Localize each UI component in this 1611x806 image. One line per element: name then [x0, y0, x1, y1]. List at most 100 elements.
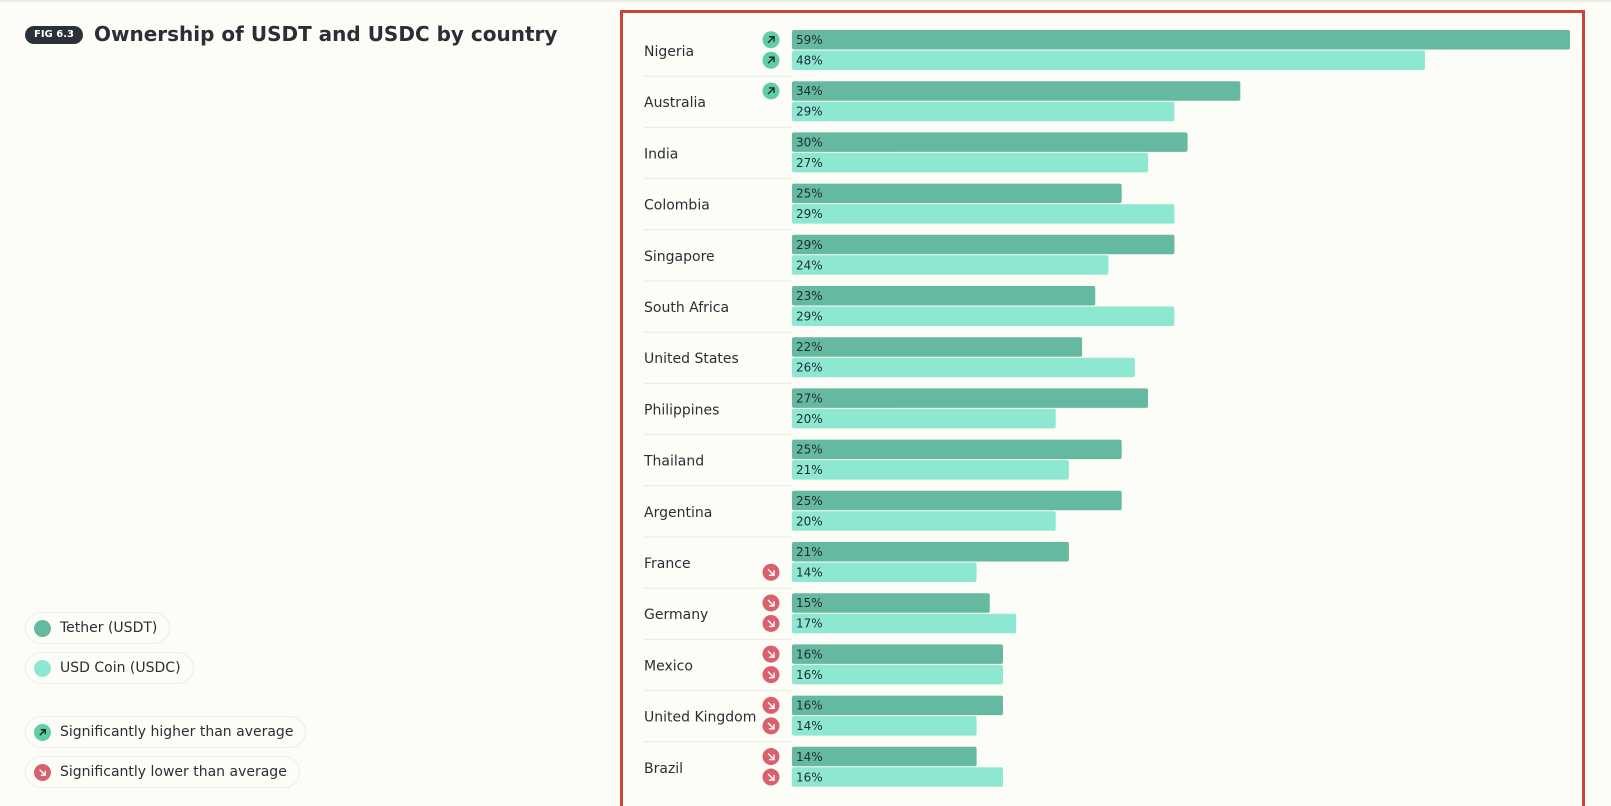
- data-label: 16%: [796, 699, 823, 713]
- chart-row-australia: Australia 34% 29%: [644, 75, 1241, 122]
- data-label: 14%: [796, 719, 823, 733]
- arrow-down-right-icon: [34, 763, 51, 781]
- legend-item-usdc: USD Coin (USDC): [25, 652, 194, 684]
- data-label: 24%: [796, 258, 823, 272]
- arrow-down-right-icon: [762, 748, 780, 766]
- bar-usdt: [792, 30, 1570, 50]
- legend-label-usdt: Tether (USDT): [60, 620, 158, 636]
- data-label: 29%: [796, 238, 823, 252]
- data-label: 34%: [796, 84, 823, 98]
- chart-row-colombia: Colombia 25% 29%: [644, 178, 1175, 224]
- bar-usdc: [792, 255, 1109, 275]
- chart-row-argentina: Argentina 25% 20%: [644, 485, 1122, 531]
- bar-usdt: [792, 746, 977, 767]
- usdc-swatch-icon: [34, 659, 51, 677]
- arrow-up-right-icon: [34, 723, 51, 741]
- bar-usdt: [792, 234, 1175, 255]
- arrow-up-right-icon: [762, 51, 780, 69]
- chart-title: Ownership of USDT and USDC by country: [94, 22, 558, 46]
- bar-usdt: [792, 644, 1003, 664]
- data-label: 14%: [796, 750, 823, 764]
- arrow-down-right-icon: [762, 666, 780, 684]
- top-divider: [0, 0, 1611, 2]
- bar-usdt: [792, 542, 1069, 562]
- category-label: Singapore: [644, 249, 715, 265]
- chart-row-germany: Germany 15% 17%: [644, 587, 1017, 634]
- data-label: 16%: [796, 647, 823, 661]
- chart-row-india: India 30% 27%: [644, 126, 1188, 173]
- data-label: 27%: [796, 156, 823, 170]
- arrow-down-right-icon: [762, 717, 780, 735]
- chart-row-united-states: United States 22% 26%: [644, 331, 1135, 378]
- bar-usdt: [792, 183, 1122, 204]
- category-label: Australia: [644, 95, 706, 111]
- legend-label-higher: Significantly higher than average: [60, 724, 294, 740]
- data-label: 29%: [796, 310, 823, 324]
- bar-usdc: [792, 408, 1056, 429]
- data-label: 59%: [796, 33, 823, 47]
- chart-row-philippines: Philippines 27% 20%: [644, 382, 1149, 429]
- category-label: Philippines: [644, 402, 719, 418]
- category-label: Colombia: [644, 198, 710, 214]
- bar-usdc: [792, 152, 1149, 173]
- bar-usdt: [792, 81, 1241, 101]
- category-label: France: [644, 556, 691, 572]
- data-label: 20%: [796, 514, 823, 528]
- data-label: 21%: [796, 463, 823, 477]
- bar-usdc: [792, 562, 977, 582]
- chart-row-france: France 21% 14%: [644, 536, 1069, 582]
- chart-row-united-kingdom: United Kingdom 16% 14%: [644, 690, 1003, 736]
- data-label: 20%: [796, 412, 823, 426]
- bar-usdc: [792, 101, 1175, 122]
- arrow-up-right-icon: [762, 82, 780, 100]
- data-label: 15%: [796, 596, 823, 610]
- bar-usdt: [792, 593, 990, 613]
- legend-label-usdc: USD Coin (USDC): [60, 660, 181, 676]
- category-label: United States: [644, 351, 739, 367]
- chart-row-nigeria: Nigeria 59% 48%: [644, 30, 1570, 70]
- bar-usdc: [792, 511, 1056, 531]
- data-label: 17%: [796, 617, 823, 631]
- chart-row-singapore: Singapore 29% 24%: [644, 229, 1175, 275]
- arrow-down-right-icon: [762, 614, 780, 632]
- chart-frame: [620, 10, 1585, 806]
- data-label: 25%: [796, 494, 823, 508]
- data-label: 16%: [796, 770, 823, 784]
- data-label: 23%: [796, 289, 823, 303]
- category-label: Argentina: [644, 505, 712, 521]
- arrow-down-right-icon: [762, 594, 780, 612]
- bar-usdc: [792, 306, 1175, 326]
- bar-usdt: [792, 439, 1122, 460]
- data-label: 14%: [796, 566, 823, 580]
- data-label: 26%: [796, 361, 823, 375]
- arrow-down-right-icon: [762, 645, 780, 663]
- arrow-down-right-icon: [762, 563, 780, 581]
- category-label: Mexico: [644, 658, 693, 674]
- chart-row-south-africa: South Africa 23% 29%: [644, 280, 1175, 326]
- legend-item-usdt: Tether (USDT): [25, 612, 171, 644]
- chart-row-brazil: Brazil 14% 16%: [644, 741, 1003, 787]
- chart-row-thailand: Thailand 25% 21%: [643, 434, 1122, 480]
- arrow-up-right-icon: [762, 31, 780, 49]
- legend-item-lower: Significantly lower than average: [25, 756, 300, 788]
- bar-usdc: [792, 716, 977, 736]
- bar-usdt: [792, 490, 1122, 511]
- data-label: 29%: [796, 105, 823, 119]
- data-label: 48%: [796, 54, 823, 68]
- usdt-swatch-icon: [34, 619, 51, 637]
- bar-usdc: [792, 613, 1017, 634]
- bar-usdt: [792, 337, 1083, 357]
- bar-usdt: [792, 388, 1149, 408]
- data-label: 29%: [796, 207, 823, 221]
- bar-usdc: [792, 767, 1003, 787]
- bar-usdt: [792, 695, 1003, 716]
- category-label: South Africa: [644, 300, 729, 316]
- data-label: 22%: [796, 340, 823, 354]
- arrow-down-right-icon: [762, 768, 780, 786]
- data-label: 27%: [796, 391, 823, 405]
- category-label: Brazil: [644, 761, 683, 777]
- data-label: 16%: [796, 668, 823, 682]
- bar-usdc: [792, 50, 1425, 70]
- bar-usdc: [792, 460, 1069, 480]
- bar-usdt: [792, 132, 1188, 152]
